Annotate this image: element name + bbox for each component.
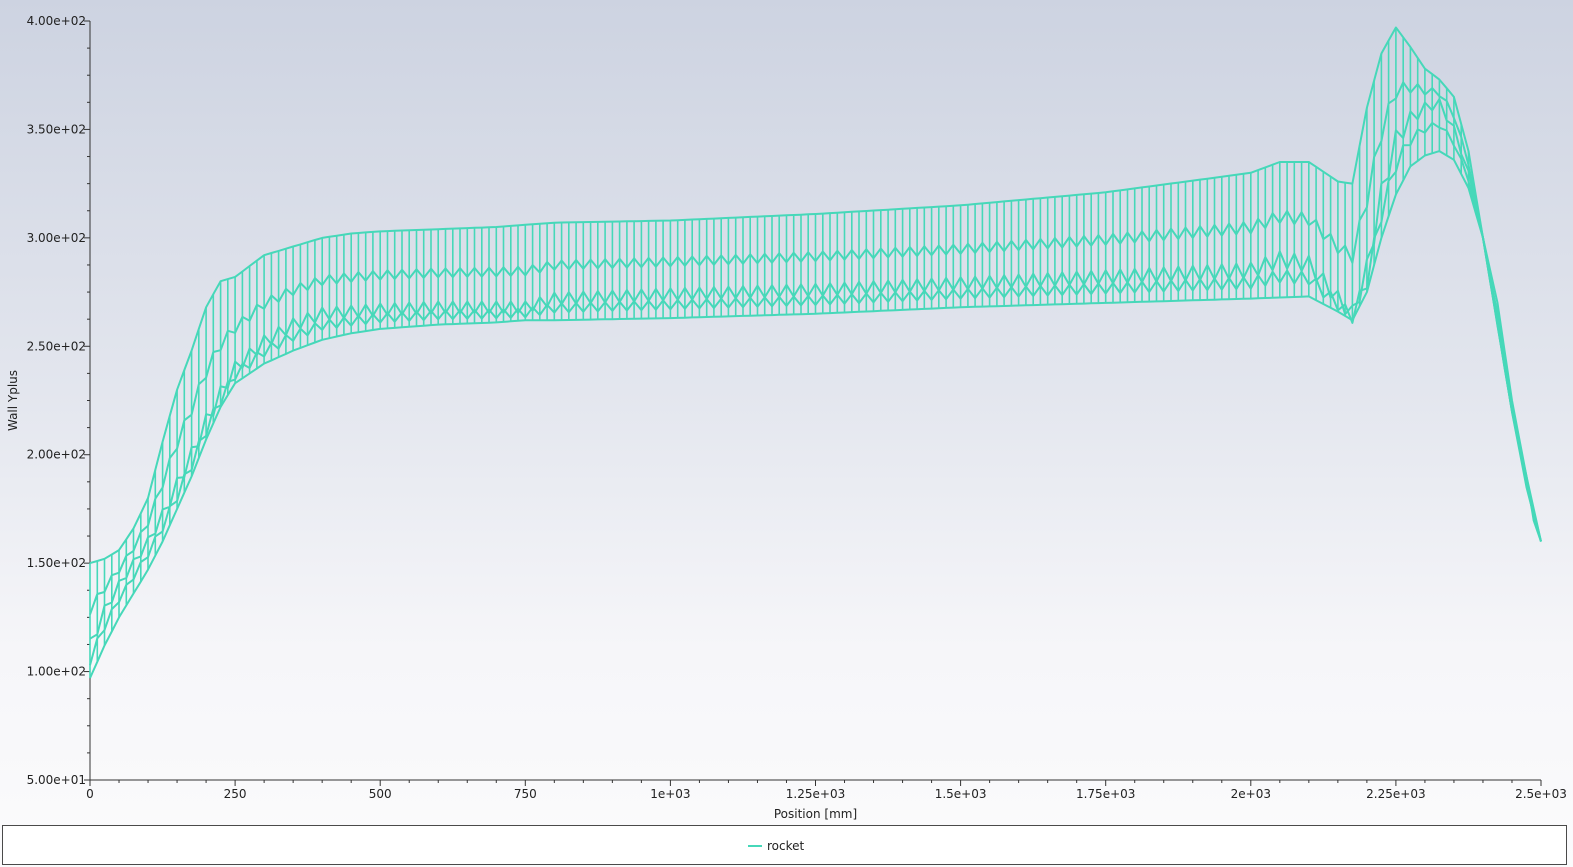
y-tick-label: 3.00e+02	[27, 231, 86, 245]
legend-item-rocket[interactable]: rocket	[748, 839, 804, 853]
x-tick-label: 2.25e+03	[1366, 787, 1425, 801]
legend: rocket	[2, 825, 1567, 865]
y-tick-label: 2.50e+02	[27, 339, 86, 353]
y-axis-title: Wall Yplus	[6, 370, 20, 431]
x-tick-label: 2e+03	[1231, 787, 1271, 801]
x-axis-title: Position [mm]	[774, 807, 857, 821]
axes	[89, 21, 1541, 781]
x-tick-label: 500	[369, 787, 392, 801]
tick-marks	[84, 20, 1542, 786]
series-line	[89, 81, 1542, 615]
y-tick-label: 1.00e+02	[27, 665, 86, 679]
chart-canvas: Position [mm] Wall Yplus 0 250 500 750 1e+03…	[6, 14, 1567, 821]
legend-label: rocket	[767, 839, 805, 853]
x-tick-label: 1e+03	[650, 787, 690, 801]
y-tick-label: 3.50e+02	[27, 122, 86, 136]
y-tick-label: 5.00e+01	[27, 773, 86, 787]
legend-swatch-line	[748, 845, 762, 847]
y-tick-label: 2.00e+02	[27, 448, 86, 462]
x-tick-label: 0	[86, 787, 94, 801]
x-tick-label: 750	[514, 787, 537, 801]
y-tick-label: 4.00e+02	[27, 14, 86, 28]
series-rocket	[89, 26, 1542, 679]
x-tick-label: 2.5e+03	[1515, 787, 1567, 801]
y-tick-label: 1.50e+02	[27, 556, 86, 570]
x-tick-label: 250	[224, 787, 247, 801]
x-tick-label: 1.75e+03	[1076, 787, 1135, 801]
x-tick-label: 1.5e+03	[935, 787, 987, 801]
x-tick-label: 1.25e+03	[786, 787, 845, 801]
